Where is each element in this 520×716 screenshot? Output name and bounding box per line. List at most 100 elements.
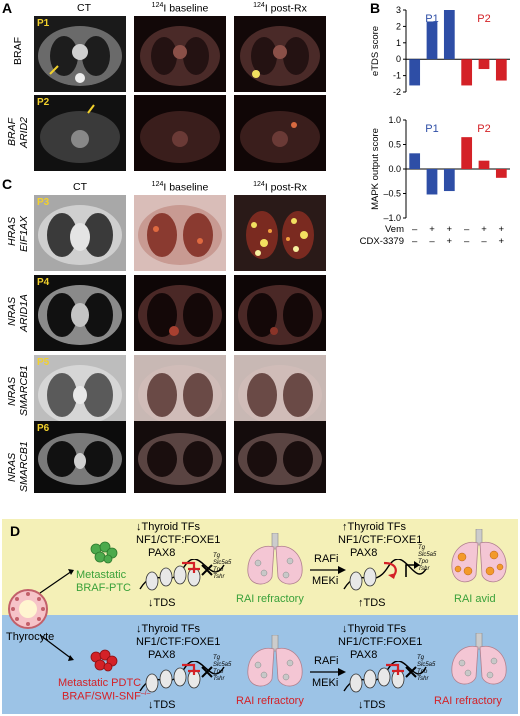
ct-scan-p3: P3 [34,195,126,271]
bottom-left-lungs-icon [247,635,303,687]
braf-ptc-label-line1: Metastatic [76,569,127,581]
treatment-sign-1-0: – [412,236,418,247]
y-tick-label-0-5: 3 [396,5,401,15]
pet-postrx-p6 [234,421,326,493]
y-tick-label-0-1: -1 [393,71,401,81]
bar-1-1 [426,169,438,195]
row-label-p6-line2: SMARCB1 [18,441,30,492]
top-left-factors: NF1/CTF:FOXE1 [136,534,221,546]
treatment-sign-0-3: – [464,224,470,235]
row-label-p5-line2: SMARCB1 [18,365,30,416]
column-title-ct-a: CT [77,2,91,14]
row-label-p4-line1: NRAS [6,296,18,326]
pdtc-label-line1: Metastatic PDTC [58,677,142,689]
y-tick-label-1-2: 0.0 [388,164,401,174]
patient-label-p5: P5 [37,357,50,368]
bar-1-5 [495,169,507,178]
top-left-genes: Tg Slc5a5 Tpo Tshr [213,553,232,580]
ct-scan-p2: P2 [34,95,126,171]
y-tick-label-0-4: 2 [396,21,401,31]
y-tick-label-0-2: 0 [396,54,401,64]
y-tick-label-1-3: 0.5 [388,140,401,150]
bar-1-4 [478,160,490,169]
patient-label-p1: P1 [37,18,50,29]
bottom-left-genes: Tg Slc5a5 Tpo Tshr [213,655,232,682]
pet-baseline-p4 [134,275,226,351]
treatment-sign-0-1: + [429,224,435,235]
panel-label-b: B [370,0,381,16]
treatment-sign-0-5: + [499,224,505,235]
braf-ptc-tumor-icon [90,541,118,564]
treatment-sign-1-1: – [429,236,435,247]
bottom-left-outcome: RAI refractory [236,695,304,707]
thyrocyte-label: Thyrocyte [6,631,55,643]
treatment-sign-1-3: – [464,236,470,247]
bottom-left-chromatin [139,661,225,693]
row-label-p3-line1: HRAS [6,216,18,246]
braf-ptc-label-line2: BRAF-PTC [76,582,131,594]
group-label-0-1: P2 [477,13,490,25]
y-axis-label-1: MAPK output score [370,128,381,210]
bar-0-0 [409,59,421,86]
column-title-postrx-a: 124I post-Rx [253,2,307,15]
bottom-right-genes: Tg Slc5a5 Tpo Tshr [417,655,436,682]
group-label-0-0: P1 [425,13,438,25]
top-drug-meki: MEKi [312,575,339,587]
bottom-right-outcome: RAI refractory [434,695,502,707]
bottom-right-lungs-icon [451,633,507,685]
group-label-1-0: P1 [425,123,438,135]
top-right-tds: ↑TDS [358,597,386,609]
top-left-pax8: PAX8 [148,547,176,559]
bottom-right-tds: ↓TDS [358,699,386,711]
patient-label-p4: P4 [37,277,50,288]
y-tick-label-1-1: –0.5 [383,189,401,199]
top-left-tfs: ↓Thyroid TFs [136,521,200,533]
panel-d: D Thyrocyte Metastatic BRAF-PTC Metastat… [2,519,518,714]
top-left-lungs-icon [247,533,303,585]
pet-baseline-p5 [134,355,226,431]
pdtc-label-line2: BRAF/SWI-SNF–/– [62,690,151,703]
row-label-p4-line2: ARID1A [18,294,30,332]
treatment-sign-0-2: + [447,224,453,235]
row-label-p3-line2: EIF1AX [18,215,30,252]
top-left-chromatin [139,559,225,591]
group-label-1-1: P2 [477,123,490,135]
chart-b: -2 -1 0 1 2 3 eTDS score P1 P2 –1.0 –0.5 0.0 0.5 1.0 M… [360,5,510,247]
bar-0-3 [461,59,473,86]
bottom-drug-arrow [310,668,346,676]
row-label-p5-line1: NRAS [6,376,18,406]
pet-baseline-p1 [134,16,226,92]
bottom-left-pax8: PAX8 [148,649,176,661]
top-right-lungs-icon [451,529,507,583]
bottom-left-tfs: ↓Thyroid TFs [136,623,200,635]
column-title-baseline-a: 124I baseline [151,2,209,15]
treatment-sign-1-2: + [447,236,453,247]
bar-0-5 [495,59,507,81]
y-tick-label-1-0: –1.0 [383,213,401,223]
top-right-chromatin [343,559,427,591]
top-left-tds: ↓TDS [148,597,176,609]
row-label-p2-line1: BRAF [6,117,18,146]
row-label-p1: BRAF [12,36,24,65]
bottom-right-chromatin [343,661,427,693]
row-label-p2-line2: ARID2 [18,117,30,148]
treatment-name-0: Vem [385,224,404,235]
treatment-sign-1-5: + [499,236,505,247]
y-tick-label-0-3: 1 [396,38,401,48]
pet-baseline-p3 [134,195,226,271]
bottom-drug-meki: MEKi [312,677,339,689]
pet-postrx-p2 [234,95,326,171]
ct-scan-p1: P1 [34,16,126,92]
y-tick-label-0-0: -2 [393,87,401,97]
bar-1-2 [443,169,455,192]
bottom-right-factors: NF1/CTF:FOXE1 [338,636,423,648]
panel-label-a: A [2,0,13,16]
bottom-left-tds: ↓TDS [148,699,176,711]
treatment-sign-0-0: – [412,224,418,235]
pdtc-tumor-icon [90,649,118,672]
column-title-ct-c: CT [73,181,87,193]
treatment-name-1: CDX-3379 [360,236,404,247]
top-right-pax8: PAX8 [350,547,378,559]
bar-0-4 [478,59,490,70]
y-tick-label-1-4: 1.0 [388,115,401,125]
